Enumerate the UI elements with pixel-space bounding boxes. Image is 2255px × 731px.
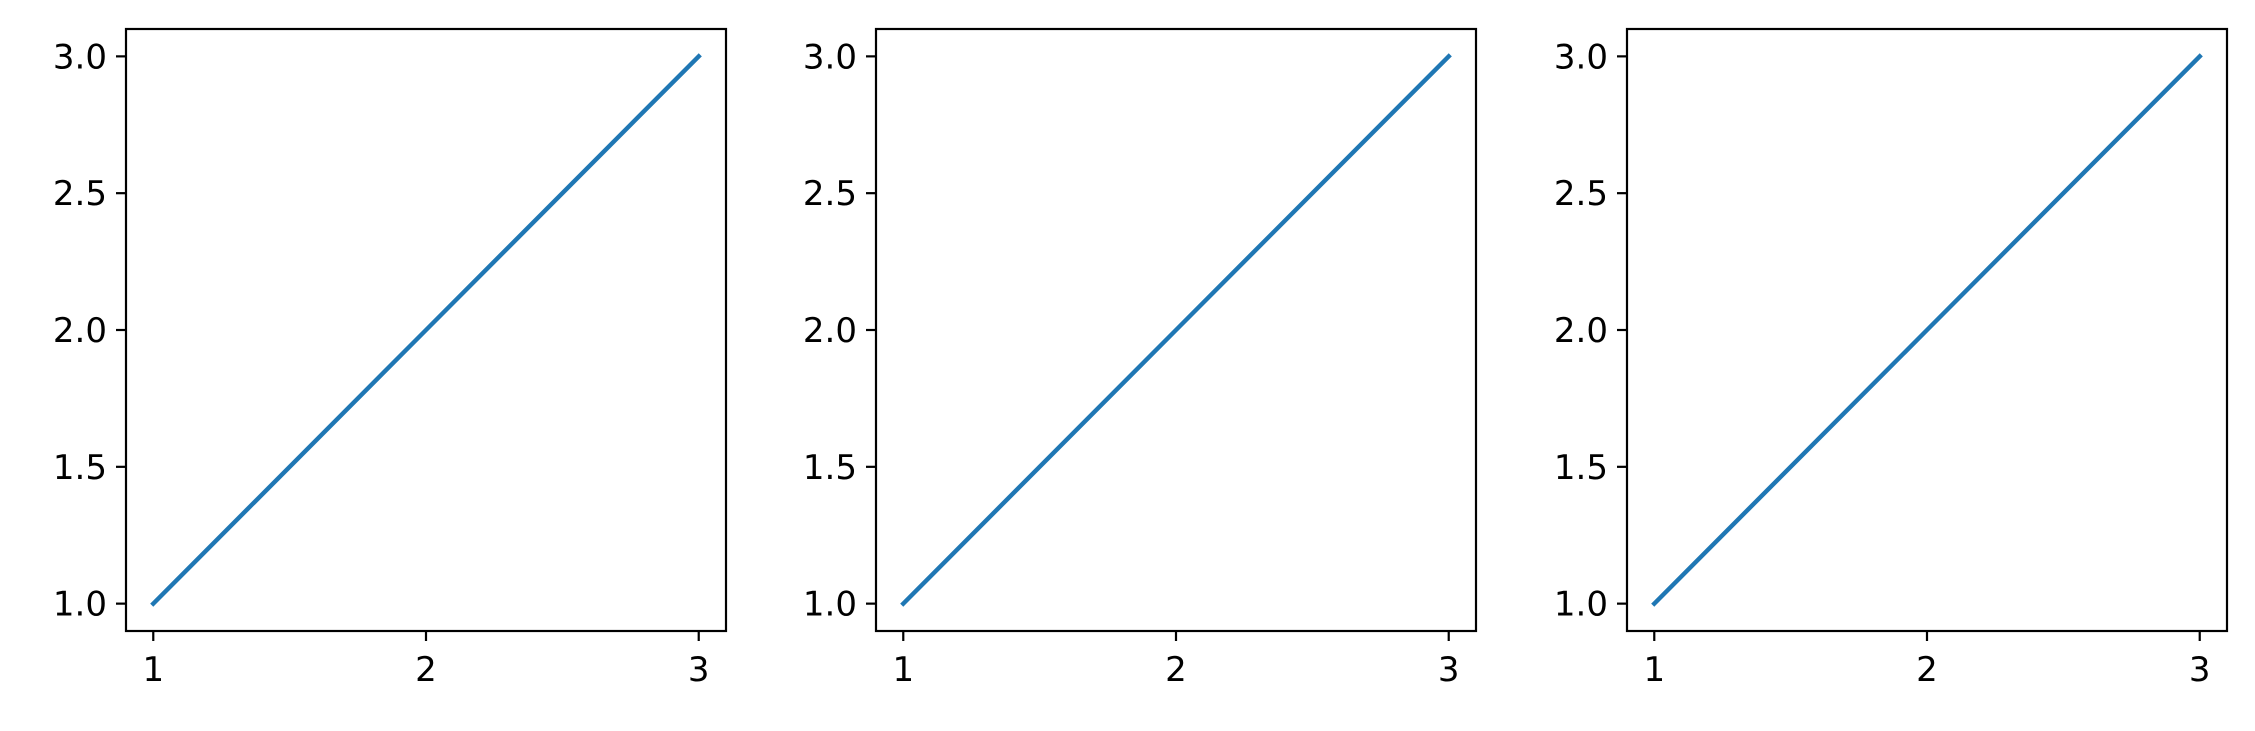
y-tick-label: 2.0 <box>1554 311 1608 351</box>
x-tick-label: 1 <box>892 650 914 690</box>
series-line-1 <box>1651 53 2203 607</box>
y-tick-label: 1.0 <box>1554 585 1608 625</box>
y-tick-label: 1.0 <box>53 585 107 625</box>
y-tick-label: 3.0 <box>53 37 107 77</box>
y-tick-label: 2.5 <box>803 174 857 214</box>
subplot-1: 1 2 3 1.0 1.5 2.0 2.5 3.0 <box>53 27 728 690</box>
x-tick-label: 2 <box>415 650 437 690</box>
y-tick-label: 2.5 <box>1554 174 1608 214</box>
y-tick-label: 2.0 <box>53 311 107 351</box>
y-tick-label: 3.0 <box>1554 37 1608 77</box>
y-tick-label: 1.5 <box>803 448 857 488</box>
x-tick-label: 3 <box>2189 650 2211 690</box>
y-tick-label: 2.0 <box>803 311 857 351</box>
y-tick-label: 1.0 <box>803 585 857 625</box>
x-tick-label: 3 <box>688 650 710 690</box>
y-tick-label: 3.0 <box>803 37 857 77</box>
series-line-1 <box>900 53 1452 607</box>
x-tick-label: 1 <box>1643 650 1665 690</box>
y-tick-label: 1.5 <box>1554 448 1608 488</box>
subplot-3: 1 2 3 1.0 1.5 2.0 2.5 3.0 <box>1554 27 2229 690</box>
x-tick-label: 3 <box>1438 650 1460 690</box>
x-tick-label: 1 <box>142 650 164 690</box>
x-tick-label: 2 <box>1916 650 1938 690</box>
y-tick-label: 1.5 <box>53 448 107 488</box>
x-tick-label: 2 <box>1165 650 1187 690</box>
series-line-1 <box>150 53 702 607</box>
subplot-2: 1 2 3 1.0 1.5 2.0 2.5 3.0 <box>803 27 1478 690</box>
y-tick-label: 2.5 <box>53 174 107 214</box>
